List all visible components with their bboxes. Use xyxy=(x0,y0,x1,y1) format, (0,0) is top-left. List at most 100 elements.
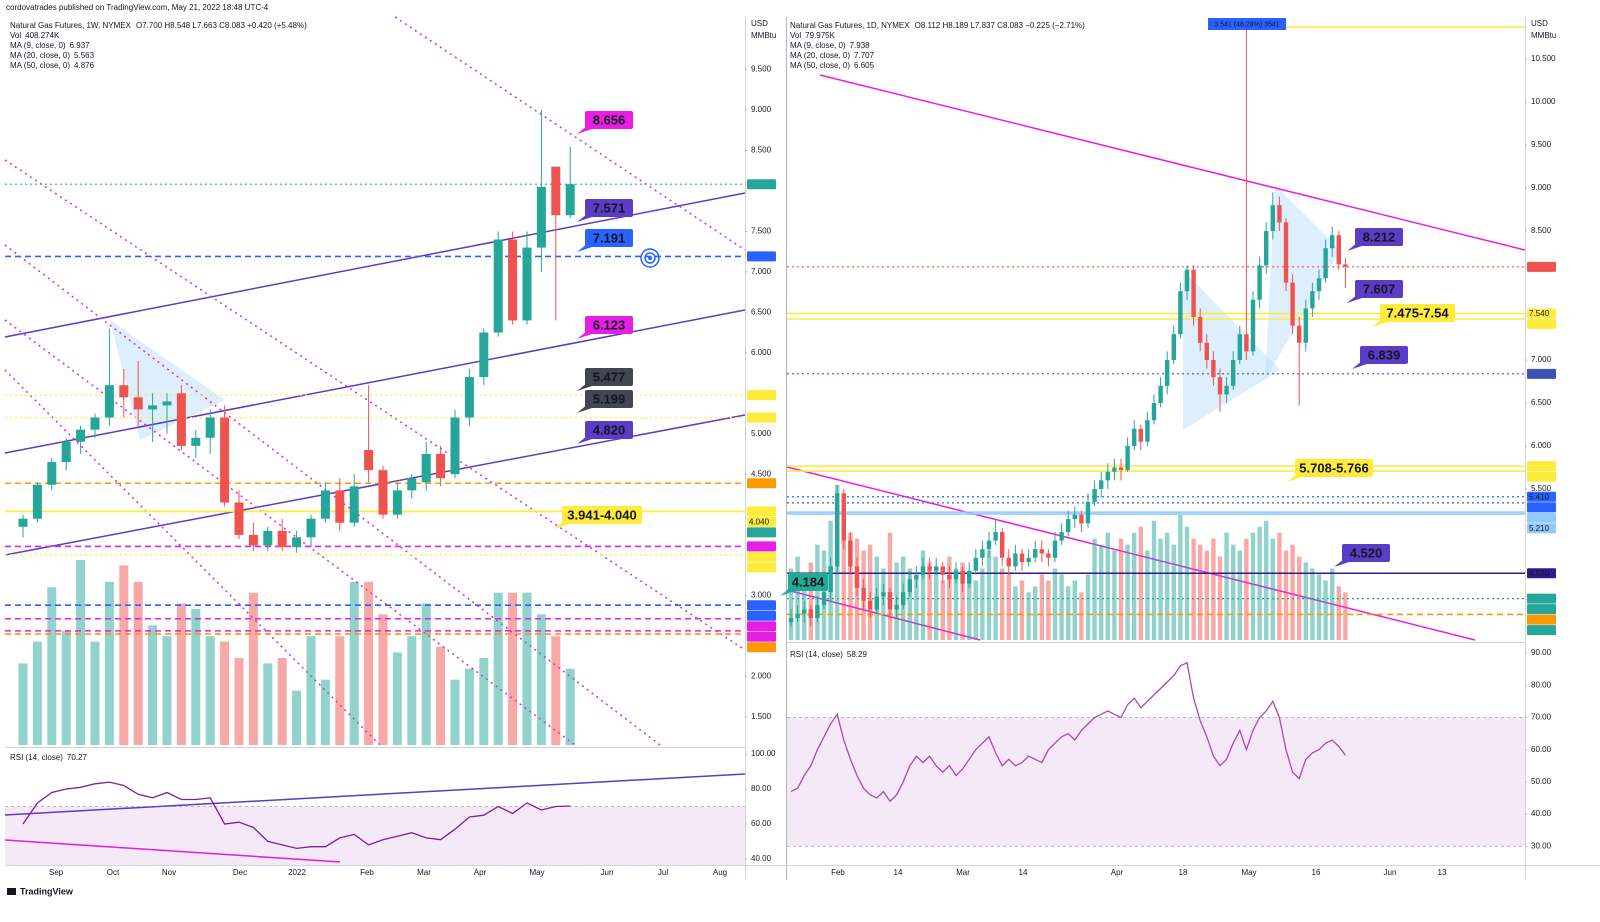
callout-text: 8.656 xyxy=(593,112,626,127)
volume-bar xyxy=(508,592,518,745)
axis-price-label xyxy=(747,506,776,517)
axis-price-label xyxy=(747,631,776,642)
callout-text: 4.520 xyxy=(1350,545,1383,560)
axis-price-label xyxy=(1527,614,1556,625)
y-tick-label: 7.000 xyxy=(1531,355,1552,364)
candle-body xyxy=(1191,269,1196,317)
volume-bar xyxy=(1191,538,1196,640)
volume-bar xyxy=(907,568,912,640)
time-label: Jun xyxy=(1384,868,1397,877)
axis-price-label xyxy=(1527,471,1556,482)
y-tick-label: 5.500 xyxy=(1531,484,1552,493)
volume-bar xyxy=(407,636,417,745)
target-icon xyxy=(644,252,656,264)
ma-label: MA (9, close, 0) xyxy=(790,41,846,50)
candle-body xyxy=(802,609,807,614)
candle-body xyxy=(861,587,866,601)
rsi-value: 58.29 xyxy=(847,650,868,659)
spike-label-box xyxy=(1208,18,1286,30)
candle-body xyxy=(421,453,431,483)
volume-bar xyxy=(76,560,86,745)
candle-body xyxy=(821,592,827,606)
candle-body xyxy=(277,530,287,548)
candle-body xyxy=(914,574,919,580)
y-tick-label: 7.500 xyxy=(751,227,772,236)
volume-label: Vol xyxy=(10,31,21,40)
candle-body xyxy=(967,570,972,584)
volume-bar xyxy=(1178,514,1183,640)
rsi-tick-label: 60.00 xyxy=(1531,745,1552,754)
axis-price-label xyxy=(1527,461,1556,472)
ma-value: 7.707 xyxy=(854,51,875,60)
volume-bar xyxy=(1264,520,1269,640)
volume-bar xyxy=(248,592,258,745)
candle-body xyxy=(1033,549,1038,558)
candle-body xyxy=(76,429,86,442)
callout-text: 7.607 xyxy=(1363,281,1396,296)
volume-bar xyxy=(1145,550,1150,640)
candle-body xyxy=(1330,235,1335,249)
candle-body xyxy=(1092,488,1097,502)
callout-text: 7.191 xyxy=(593,230,626,245)
candle-body xyxy=(1006,557,1011,567)
volume-bar xyxy=(1250,532,1256,640)
candle-body xyxy=(1072,514,1077,520)
axis-price-label xyxy=(747,562,776,573)
callout-text: 7.475-7.54 xyxy=(1386,305,1449,320)
rsi-label: RSI (14, close) xyxy=(10,753,63,762)
candle-body xyxy=(493,239,503,333)
callout-text: 6.123 xyxy=(593,317,626,332)
channel-line xyxy=(4,159,746,651)
y-tick-label: 8.500 xyxy=(751,146,772,155)
candle-body xyxy=(1277,205,1282,223)
axis-price-label xyxy=(747,516,776,527)
candle-body xyxy=(1118,467,1124,471)
callout-text: 4.184 xyxy=(792,574,825,589)
candle-body xyxy=(1099,480,1104,489)
candle-body xyxy=(191,437,201,446)
volume-bar xyxy=(436,646,446,745)
volume-bar xyxy=(1257,526,1262,640)
candle-body xyxy=(1310,291,1315,309)
volume-bar xyxy=(1052,568,1058,640)
candle-body xyxy=(1112,467,1117,472)
axis-price-label xyxy=(1527,523,1556,534)
volume-label: Vol xyxy=(790,31,801,40)
volume-bar xyxy=(986,550,992,640)
volume-bar xyxy=(1019,580,1025,640)
footer-logo: TradingView xyxy=(7,886,74,896)
logo-mark xyxy=(7,888,16,895)
candle-body xyxy=(1171,334,1176,360)
candle-body xyxy=(894,605,899,610)
volume-bar xyxy=(1204,550,1209,640)
axis-price-text: 4.520 xyxy=(1529,569,1550,578)
candle-body xyxy=(947,574,952,580)
y-tick-label: 10.500 xyxy=(1531,54,1556,63)
rsi-tick-label: 90.00 xyxy=(1531,648,1552,657)
candle-body xyxy=(1257,265,1262,300)
volume-bar xyxy=(119,565,129,745)
candle-body xyxy=(1079,514,1084,524)
channel-line xyxy=(4,319,576,746)
candle-body xyxy=(1019,553,1025,563)
candle-body xyxy=(551,166,561,216)
callout-box xyxy=(585,368,633,386)
candle-body xyxy=(47,462,57,485)
candle-body xyxy=(508,239,518,321)
callout-box xyxy=(1295,459,1373,477)
time-label: Nov xyxy=(162,868,176,877)
axis-price-text: 5.410 xyxy=(1529,492,1550,501)
candle-body xyxy=(1336,235,1341,265)
y-tick-label: 8.500 xyxy=(1531,226,1552,235)
candle-body xyxy=(1145,420,1150,442)
candle-body xyxy=(1270,205,1275,231)
rsi-value: 70.27 xyxy=(67,753,88,762)
axis-price-label xyxy=(747,610,776,621)
callout-text: 3.941-4.040 xyxy=(567,507,636,522)
axis-price-text: 5.210 xyxy=(1529,524,1550,533)
callout-text: 5.477 xyxy=(593,369,626,384)
callout-box xyxy=(1342,544,1390,562)
candle-body xyxy=(1290,282,1295,326)
volume-bar xyxy=(1112,550,1117,640)
volume-bar xyxy=(1297,556,1302,640)
